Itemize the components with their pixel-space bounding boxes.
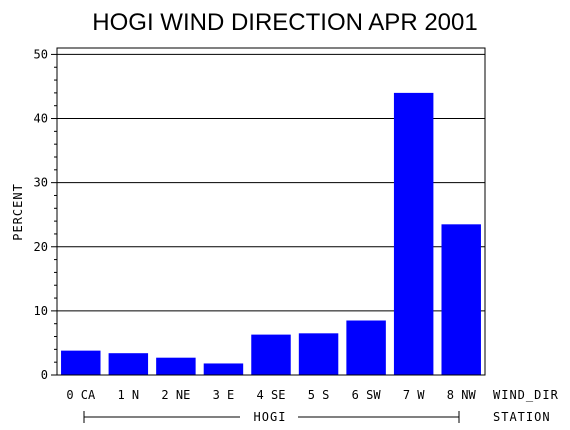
x-axis-label: WIND_DIR	[493, 388, 559, 402]
group-label: HOGI	[254, 410, 287, 424]
y-tick-label: 0	[41, 368, 48, 382]
bar	[441, 224, 481, 375]
bar	[203, 363, 244, 375]
group-bracket	[83, 411, 460, 423]
y-tick-label: 50	[34, 47, 48, 61]
bar	[251, 334, 291, 375]
x-tick-label: 1 N	[117, 388, 139, 402]
bar	[346, 320, 386, 375]
x-tick-label: 2 NE	[161, 388, 190, 402]
x-tick-label: 0 CA	[66, 388, 96, 402]
bars	[61, 92, 481, 375]
x-tick-label: 7 W	[403, 388, 425, 402]
y-tick-label: 40	[34, 112, 48, 126]
x-tick-label: 5 S	[308, 388, 330, 402]
bar	[393, 92, 434, 375]
x-tick-label: 3 E	[213, 388, 235, 402]
y-axis: 0 10 20 30 40 50	[34, 47, 57, 382]
x-axis: 0 CA 1 N 2 NE 3 E 4 SE 5 S 6 SW 7 W 8 NW	[66, 388, 476, 402]
y-tick-label: 20	[34, 240, 48, 254]
plot-frame	[56, 47, 486, 376]
bar	[108, 353, 149, 375]
chart-title: HOGI WIND DIRECTION APR 2001	[92, 9, 477, 36]
bar	[156, 357, 196, 375]
x-tick-label: 6 SW	[352, 388, 382, 402]
y-axis-label: PERCENT	[11, 183, 25, 241]
group-axis-label: STATION	[493, 410, 551, 424]
bar	[298, 333, 339, 375]
y-tick-label: 10	[34, 304, 48, 318]
y-tick-label: 30	[34, 176, 48, 190]
bar	[61, 350, 101, 375]
x-tick-label: 4 SE	[257, 388, 286, 402]
x-tick-label: 8 NW	[447, 388, 477, 402]
